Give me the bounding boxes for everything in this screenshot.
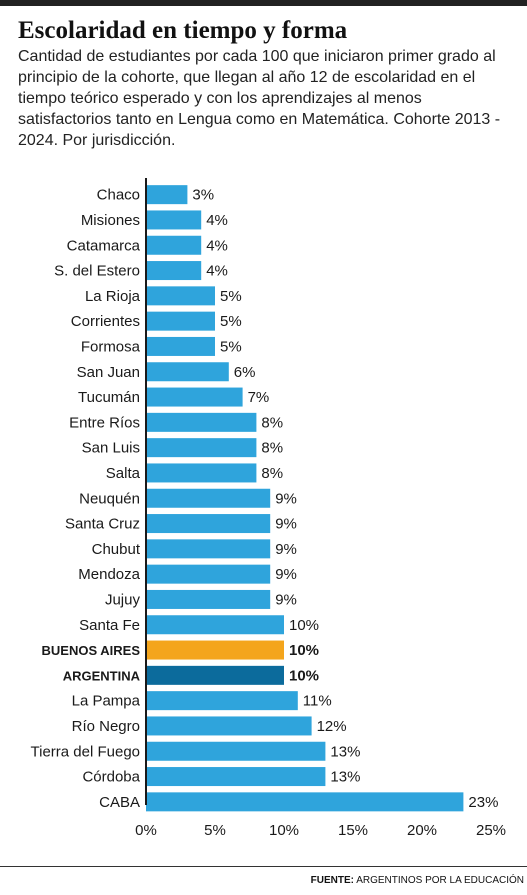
- x-tick-label: 0%: [135, 822, 157, 839]
- x-tick-label: 5%: [204, 822, 226, 839]
- bar: [146, 792, 464, 812]
- bar: [146, 463, 257, 483]
- category-label: Corrientes: [71, 313, 140, 330]
- footer-rule: [0, 866, 527, 867]
- data-label: 5%: [220, 313, 242, 330]
- category-label: Salta: [106, 465, 141, 482]
- data-label: 12%: [317, 718, 347, 735]
- category-label: Santa Fe: [79, 617, 140, 634]
- bar: [146, 185, 188, 205]
- data-label: 9%: [275, 516, 297, 533]
- top-rule: [0, 0, 527, 6]
- data-label: 8%: [261, 440, 283, 457]
- data-label: 7%: [248, 389, 270, 406]
- data-label: 4%: [206, 237, 228, 254]
- category-label: Tierra del Fuego: [31, 743, 141, 760]
- category-label: Chaco: [97, 187, 140, 204]
- source-text: ARGENTINOS POR LA EDUCACIÓN: [356, 875, 524, 886]
- bar: [146, 235, 202, 255]
- bar: [146, 589, 271, 609]
- bar: [146, 767, 326, 787]
- bar: [146, 438, 257, 458]
- category-label: Formosa: [81, 338, 141, 355]
- bar: [146, 691, 298, 711]
- data-label: 4%: [206, 263, 228, 280]
- category-label: Jujuy: [105, 591, 141, 608]
- bar: [146, 564, 271, 584]
- category-label: ARGENTINA: [63, 668, 141, 683]
- category-label: San Juan: [77, 364, 140, 381]
- x-tick-label: 25%: [476, 822, 506, 839]
- bar: [146, 261, 202, 281]
- category-label: Mendoza: [78, 566, 140, 583]
- bar: [146, 311, 215, 331]
- chart-subtitle: Cantidad de estudiantes por cada 100 que…: [18, 48, 501, 149]
- bar: [146, 539, 271, 559]
- bar: [146, 665, 284, 685]
- data-label: 8%: [261, 414, 283, 431]
- data-label: 11%: [303, 693, 332, 710]
- source-note: FUENTE: ARGENTINOS POR LA EDUCACIÓN: [311, 875, 524, 887]
- data-label: 23%: [468, 794, 498, 811]
- data-label: 9%: [275, 541, 297, 558]
- bar: [146, 488, 271, 508]
- x-tick-label: 20%: [407, 822, 437, 839]
- bar: [146, 286, 215, 306]
- bar: [146, 336, 215, 356]
- x-tick-label: 10%: [269, 822, 299, 839]
- data-label: 10%: [289, 667, 319, 684]
- bar: [146, 514, 271, 534]
- source-label: FUENTE:: [310, 875, 354, 886]
- bar: [146, 615, 284, 635]
- bar: [146, 210, 202, 230]
- data-label: 5%: [220, 288, 242, 305]
- category-label: CABA: [99, 794, 140, 811]
- category-label: Chubut: [92, 541, 141, 558]
- data-label: 10%: [289, 617, 319, 634]
- bar: [146, 640, 284, 660]
- bar: [146, 387, 243, 407]
- chart-title: Escolaridad en tiempo y forma: [18, 17, 348, 44]
- data-label: 9%: [275, 490, 297, 507]
- category-label: Catamarca: [67, 237, 141, 254]
- data-label: 8%: [261, 465, 283, 482]
- data-label: 13%: [330, 769, 360, 786]
- data-label: 6%: [234, 364, 256, 381]
- bar: [146, 362, 229, 382]
- data-label: 3%: [192, 187, 214, 204]
- x-tick-label: 15%: [338, 822, 368, 839]
- data-label: 5%: [220, 338, 242, 355]
- category-label: BUENOS AIRES: [42, 643, 141, 658]
- category-label: Neuquén: [79, 490, 140, 507]
- category-label: Tucumán: [78, 389, 140, 406]
- data-label: 4%: [206, 212, 228, 229]
- category-label: Entre Ríos: [69, 414, 140, 431]
- data-label: 10%: [289, 642, 319, 659]
- category-label: La Rioja: [85, 288, 141, 305]
- bar: [146, 716, 312, 736]
- bar-chart: Chaco 3% Misiones 4% Catamarca 4% S. del Ester…: [31, 178, 506, 839]
- category-label: Misiones: [81, 212, 140, 229]
- bar: [146, 412, 257, 432]
- data-label: 9%: [275, 566, 297, 583]
- category-label: San Luis: [82, 440, 140, 457]
- data-label: 13%: [330, 743, 360, 760]
- data-label: 9%: [275, 591, 297, 608]
- category-label: La Pampa: [72, 693, 141, 710]
- category-label: Córdoba: [82, 769, 140, 786]
- category-label: S. del Estero: [54, 263, 140, 280]
- category-label: Santa Cruz: [65, 516, 140, 533]
- bar: [146, 741, 326, 761]
- category-label: Río Negro: [72, 718, 140, 735]
